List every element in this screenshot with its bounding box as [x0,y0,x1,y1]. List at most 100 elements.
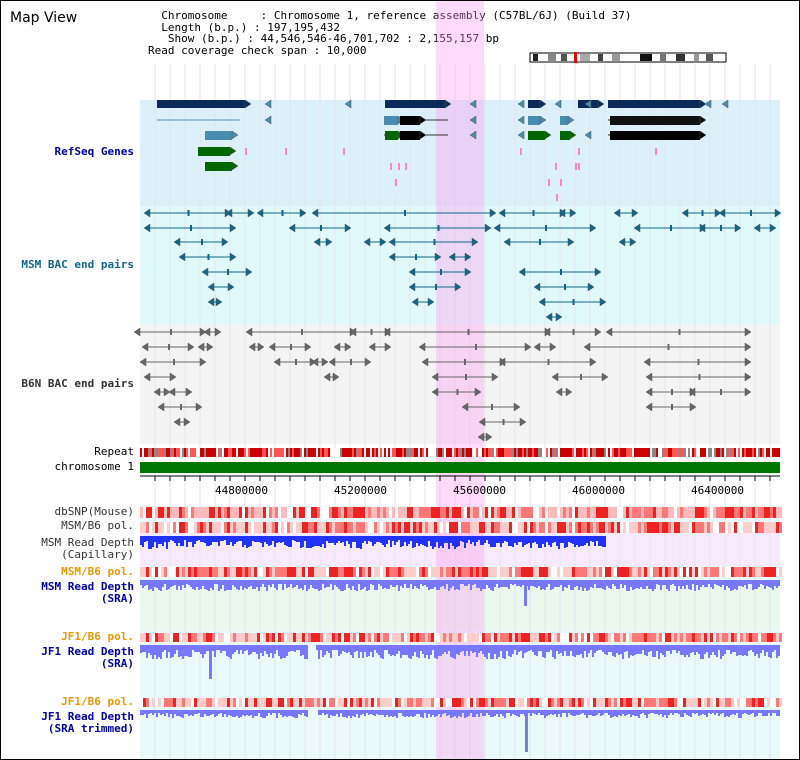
b6n-bac-pair-end [477,432,485,442]
msm-capillary-depth-bar [602,536,604,547]
b6n-bac-pair-end [349,327,357,337]
refseq-gene-strand-arrow [699,130,707,140]
msm-sra-depth-bar [686,580,688,585]
msm-sra-depth-bar [276,580,278,590]
jf1-trimmed-polymorphism-density [218,698,221,707]
dbsnp-density [587,507,590,518]
jf1-trimmed-depth-bar [368,710,370,715]
dbsnp-density [722,507,725,518]
jf1-trimmed-polymorphism-density [722,698,725,707]
msm-sra-polymorphism-density [308,567,311,577]
jf1-polymorphism-density [608,633,611,642]
jf1-trimmed-depth-bar [726,710,728,716]
jf1-trimmed-depth-bar [506,710,508,713]
jf1-trimmed-polymorphism-density [362,698,365,707]
msm-sra-depth-bar [466,580,468,586]
jf1-sra-depth-bar [174,645,176,654]
b6n-bac-pair-end [248,342,256,352]
dbsnp-density [692,507,695,518]
msm-sra-depth-bar [736,580,738,590]
msm-capillary-depth-bar [452,536,454,546]
track-label-b6n-bac[interactable]: B6N BAC end pairs [21,377,134,390]
jf1-sra-depth-bar [432,645,434,650]
refseq-gene-strand-arrow [264,115,272,125]
jf1-sra-depth-bar [236,645,238,650]
jf1-polymorphism-density [197,633,200,642]
repeat-element [712,448,714,457]
msm-capillary-depth-bar [408,536,410,544]
jf1-trimmed-polymorphism-density [266,698,269,707]
jf1-trimmed-polymorphism-density [506,698,509,707]
jf1-polymorphism-density [740,633,743,642]
ideogram-position-marker [574,52,577,63]
track-label-msm-bac[interactable]: MSM BAC end pairs [21,258,134,271]
msm-sra-polymorphism-density [332,567,335,577]
jf1-sra-depth-bar [600,645,602,650]
jf1-sra-depth-bar [680,645,682,655]
track-label-refseq[interactable]: RefSeq Genes [54,145,134,158]
dbsnp-density [521,507,524,518]
msm-capillary-depth-bar [570,536,572,543]
jf1-sra-depth-bar [364,645,366,652]
jf1-sra-depth-bar [264,645,266,651]
msm-polymorphism-density [224,522,227,533]
jf1-trimmed-depth-bar [192,710,194,716]
msm-capillary-depth-bar [416,536,418,543]
msm-bac-pair-end [714,208,722,218]
dbsnp-density [410,507,413,518]
msm-capillary-depth-bar [352,536,354,542]
repeat-element [626,448,628,457]
msm-bac-pair-marker [404,210,406,216]
jf1-trimmed-depth-bar [230,710,232,716]
jf1-trimmed-depth-bar [698,710,700,716]
dbsnp-density [140,507,143,518]
jf1-polymorphism-density [194,633,197,642]
msm-sra-depth-bar [258,580,260,591]
msm-sra-depth-bar [632,580,634,590]
jf1-trimmed-polymorphism-density [773,698,776,707]
repeat-element [232,448,234,457]
jf1-polymorphism-density [413,633,416,642]
msm-sra-depth-bar [300,580,302,588]
jf1-trimmed-depth-bar [294,710,296,718]
msm-polymorphism-density [164,522,167,533]
msm-capillary-depth-bar [518,536,520,542]
jf1-sra-depth-bar [492,645,494,659]
jf1-trimmed-depth-bar [728,710,730,717]
jf1-sra-depth-bar [474,645,476,652]
msm-sra-depth-bar [640,580,642,587]
msm-polymorphism-density [752,522,755,533]
msm-polymorphism-density [560,522,563,533]
jf1-trimmed-polymorphism-density [254,698,257,707]
jf1-trimmed-polymorphism-density [398,698,401,707]
repeat-element [206,448,208,457]
msm-capillary-depth-bar [148,536,150,549]
dbsnp-density [248,507,251,518]
dbsnp-density [536,507,539,518]
b6n-bac-pair-end [364,357,372,367]
msm-polymorphism-density [356,522,359,533]
refseq-gene-strand-arrow [699,99,707,109]
msm-sra-depth-bar [520,580,522,587]
jf1-trimmed-depth-bar [492,710,494,717]
msm-bac-pair-marker [190,225,192,231]
jf1-polymorphism-density [518,633,521,642]
msm-polymorphism-density [578,522,581,533]
msm-polymorphism-density [188,522,191,533]
repeat-element [166,448,168,457]
track-label-msm-depth-sra: MSM Read Depth [41,580,134,593]
jf1-trimmed-polymorphism-density [653,698,656,707]
dbsnp-density [719,507,722,518]
msm-polymorphism-density [524,522,527,533]
jf1-trimmed-polymorphism-density [569,698,572,707]
msm-polymorphism-density [584,522,587,533]
msm-polymorphism-density [542,522,545,533]
dbsnp-density [731,507,734,518]
jf1-sra-depth-bar [180,645,182,656]
msm-bac-pair-end [408,267,416,277]
msm-sra-polymorphism-density [494,567,497,577]
jf1-trimmed-polymorphism-density [452,698,455,707]
jf1-sra-depth-bar [566,645,568,656]
dbsnp-density [608,507,611,518]
